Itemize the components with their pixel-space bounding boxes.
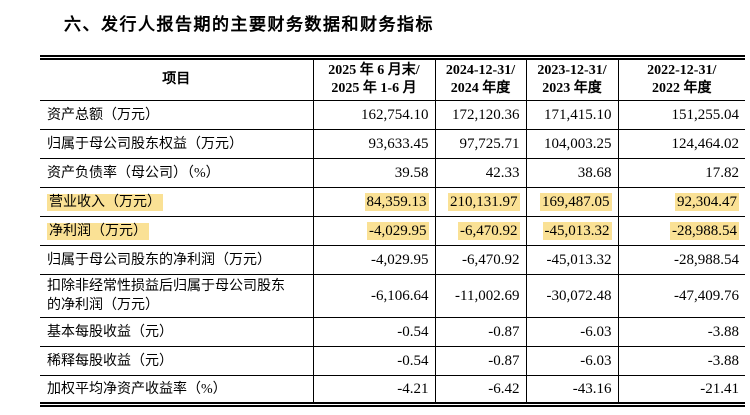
financial-data-table: 项目 2025 年 6 月末/ 2025 年 1-6 月 2024-12-31/… bbox=[40, 55, 745, 407]
row-value-cell: -47,409.76 bbox=[618, 274, 745, 318]
row-label-cell: 净利润（万元） bbox=[40, 216, 314, 246]
table-row: 稀释每股收益（元） -0.54 -0.87 -6.03 -3.88 bbox=[40, 346, 745, 376]
row-value-cell: 92,304.47 bbox=[618, 187, 745, 217]
row-value-cell: 38.68 bbox=[526, 158, 619, 188]
header-item-label: 项目 bbox=[162, 72, 191, 87]
table-row: 营业收入（万元） 84,359.13 210,131.97 169,487.05 92,… bbox=[40, 187, 745, 217]
table-header-row: 项目 2025 年 6 月末/ 2025 年 1-6 月 2024-12-31/… bbox=[40, 57, 745, 101]
row-label-cell: 营业收入（万元） bbox=[40, 187, 314, 217]
row-value-cell: -4.21 bbox=[313, 375, 436, 405]
table-row: 资产负债率（母公司）（%） 39.58 42.33 38.68 17.82 bbox=[40, 158, 745, 188]
row-value-cell: -0.54 bbox=[313, 346, 436, 376]
row-value-cell: 97,725.71 bbox=[435, 129, 527, 159]
row-value-cell: -4,029.95 bbox=[313, 245, 436, 275]
row-value-cell: -45,013.32 bbox=[526, 216, 619, 246]
row-value-cell: 39.58 bbox=[313, 158, 436, 188]
header-cell-period-2024: 2024-12-31/ 2024 年度 bbox=[435, 57, 527, 101]
row-value-cell: 93,633.45 bbox=[313, 129, 436, 159]
row-value-cell: 84,359.13 bbox=[313, 187, 436, 217]
header-period-line: 2023 年度 bbox=[542, 81, 602, 96]
row-value-cell: 162,754.10 bbox=[313, 100, 436, 130]
row-value-cell: 124,464.02 bbox=[618, 129, 745, 159]
row-label-cell: 归属于母公司股东的净利润（万元） bbox=[40, 245, 314, 275]
row-value-cell: -11,002.69 bbox=[435, 274, 527, 318]
highlight: 营业收入（万元） bbox=[47, 193, 163, 211]
row-value-cell: 210,131.97 bbox=[435, 187, 527, 217]
row-value-cell: -0.54 bbox=[313, 317, 436, 347]
row-value-cell: 17.82 bbox=[618, 158, 745, 188]
row-value-cell: -3.88 bbox=[618, 346, 745, 376]
section-title: 六、发行人报告期的主要财务数据和财务指标 bbox=[64, 15, 434, 34]
row-value-cell: 169,487.05 bbox=[526, 187, 619, 217]
row-label-cell: 扣除非经常性损益后归属于母公司股东 的净利润（万元） bbox=[40, 274, 314, 318]
table-row: 净利润（万元） -4,029.95 -6,470.92 -45,013.32 -28,9… bbox=[40, 216, 745, 246]
row-value-cell: -6.03 bbox=[526, 346, 619, 376]
row-label-cell: 稀释每股收益（元） bbox=[40, 346, 314, 376]
row-value-cell: 104,003.25 bbox=[526, 129, 619, 159]
header-period-line: 2024 年度 bbox=[450, 81, 511, 96]
table-row: 扣除非经常性损益后归属于母公司股东 的净利润（万元） -6,106.64 -11,0… bbox=[40, 274, 745, 318]
header-period-line: 2025 年 6 月末/ bbox=[328, 63, 420, 78]
row-value-cell: -0.87 bbox=[435, 317, 527, 347]
header-period-line: 2024-12-31/ bbox=[445, 63, 516, 78]
row-value-cell: -21.41 bbox=[618, 375, 745, 405]
header-period-line: 2022 年度 bbox=[652, 81, 712, 96]
row-value-cell: 42.33 bbox=[435, 158, 527, 188]
row-value-cell: -6,470.92 bbox=[435, 216, 527, 246]
row-value-cell: -4,029.95 bbox=[313, 216, 436, 246]
row-value-cell: -28,988.54 bbox=[618, 245, 745, 275]
row-value-cell: 151,255.04 bbox=[618, 100, 745, 130]
row-value-cell: -6.03 bbox=[526, 317, 619, 347]
table-row: 归属于母公司股东的净利润（万元） -4,029.95 -6,470.92 -45,01… bbox=[40, 245, 745, 275]
table-row: 加权平均净资产收益率（%） -4.21 -6.42 -43.16 -21.41 bbox=[40, 375, 745, 405]
table-row: 归属于母公司股东权益（万元） 93,633.45 97,725.71 104,003.… bbox=[40, 129, 745, 159]
row-label-cell: 归属于母公司股东权益（万元） bbox=[40, 129, 314, 159]
row-label-cell: 资产总额（万元） bbox=[40, 100, 314, 130]
table-body: 资产总额（万元） 162,754.10 172,120.36 171,415.10 15… bbox=[40, 100, 745, 405]
row-value-cell: -30,072.48 bbox=[526, 274, 619, 318]
header-period-line: 2023-12-31/ bbox=[537, 63, 607, 78]
highlight: -45,013.32 bbox=[542, 221, 612, 240]
highlight: -4,029.95 bbox=[367, 221, 429, 240]
highlight: -28,988.54 bbox=[670, 221, 739, 240]
header-period-line: 2022-12-31/ bbox=[647, 63, 717, 78]
header-period-line: 2025 年 1-6 月 bbox=[331, 81, 417, 96]
header-cell-item: 项目 bbox=[40, 57, 314, 101]
row-value-cell: -6,470.92 bbox=[435, 245, 527, 275]
highlight: 210,131.97 bbox=[448, 192, 520, 211]
row-label-cell: 加权平均净资产收益率（%） bbox=[40, 375, 314, 405]
row-label-cell: 资产负债率（母公司）（%） bbox=[40, 158, 314, 188]
header-cell-period-2022: 2022-12-31/ 2022 年度 bbox=[618, 57, 745, 101]
table-row: 基本每股收益（元） -0.54 -0.87 -6.03 -3.88 bbox=[40, 317, 745, 347]
highlight: 84,359.13 bbox=[364, 192, 429, 211]
highlight: 净利润（万元） bbox=[47, 222, 149, 240]
header-cell-period-2023: 2023-12-31/ 2023 年度 bbox=[526, 57, 619, 101]
row-value-cell: -0.87 bbox=[435, 346, 527, 376]
highlight: 169,487.05 bbox=[540, 192, 612, 211]
header-cell-period-2025: 2025 年 6 月末/ 2025 年 1-6 月 bbox=[313, 57, 436, 101]
row-value-cell: -28,988.54 bbox=[618, 216, 745, 246]
row-value-cell: -3.88 bbox=[618, 317, 745, 347]
row-value-cell: -6.42 bbox=[435, 375, 527, 405]
row-value-cell: -45,013.32 bbox=[526, 245, 619, 275]
table-row: 资产总额（万元） 162,754.10 172,120.36 171,415.10 15… bbox=[40, 100, 745, 130]
row-value-cell: -6,106.64 bbox=[313, 274, 436, 318]
row-label-cell: 基本每股收益（元） bbox=[40, 317, 314, 347]
row-value-cell: 171,415.10 bbox=[526, 100, 619, 130]
highlight: 92,304.47 bbox=[675, 192, 739, 211]
highlight: -6,470.92 bbox=[458, 221, 520, 240]
row-value-cell: -43.16 bbox=[526, 375, 619, 405]
row-value-cell: 172,120.36 bbox=[435, 100, 527, 130]
